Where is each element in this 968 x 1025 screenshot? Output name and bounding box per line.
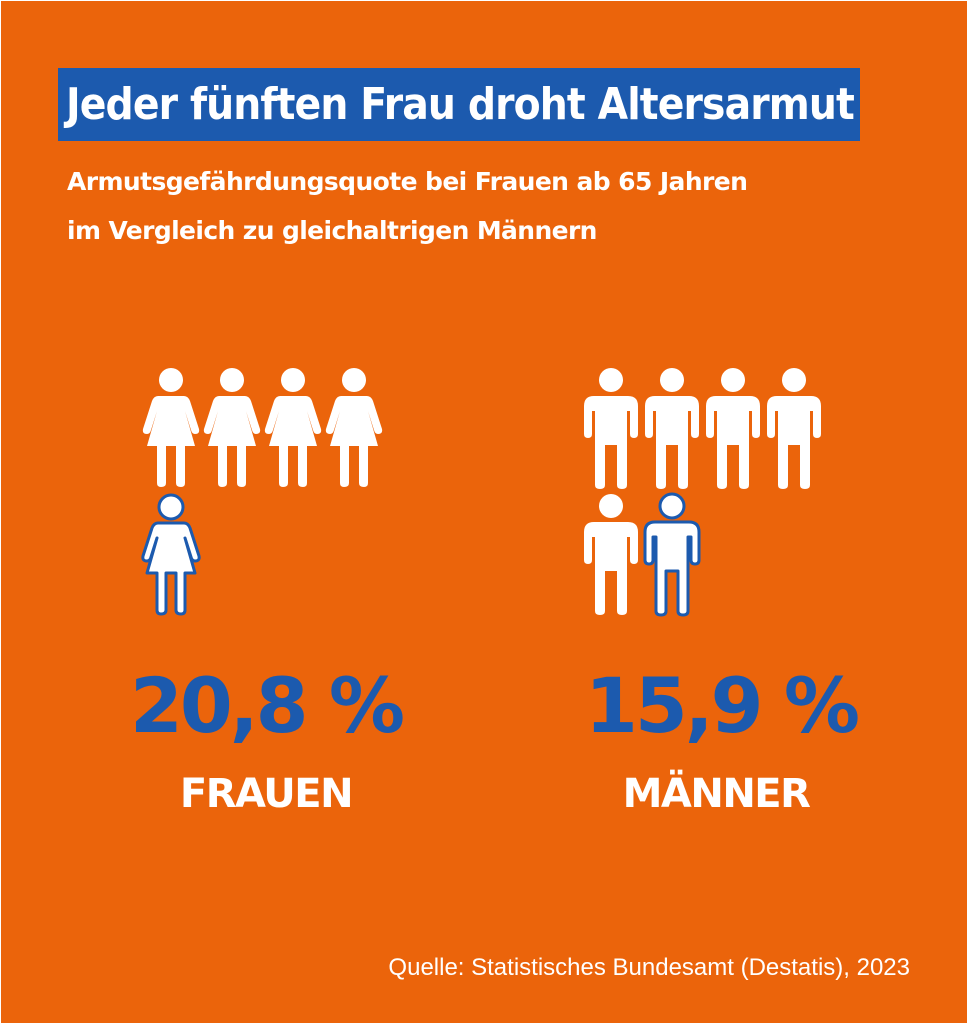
men-label: MÄNNER [622, 771, 811, 817]
woman-icon [325, 368, 383, 487]
man-icon [767, 368, 821, 489]
subtitle-line-2: im Vergleich zu gleichaltrigen Männern [67, 216, 597, 245]
man-icon [584, 494, 638, 615]
man-icon [645, 368, 699, 489]
source-note: Quelle: Statistisches Bundesamt (Destati… [388, 954, 910, 981]
woman-icon [142, 368, 200, 487]
subtitle-line-1: Armutsgefährdungsquote bei Frauen ab 65 … [67, 167, 748, 196]
man-icon [584, 368, 638, 489]
women-label: FRAUEN [179, 771, 354, 817]
woman-icon-highlighted [141, 493, 201, 616]
man-icon-highlighted [643, 492, 701, 617]
women-percentage: 20,8 % [129, 661, 405, 750]
headline: Jeder fünften Frau droht Altersarmut [58, 68, 860, 141]
woman-icon [203, 368, 261, 487]
woman-icon [264, 368, 322, 487]
men-percentage: 15,9 % [584, 661, 860, 750]
man-icon [706, 368, 760, 489]
